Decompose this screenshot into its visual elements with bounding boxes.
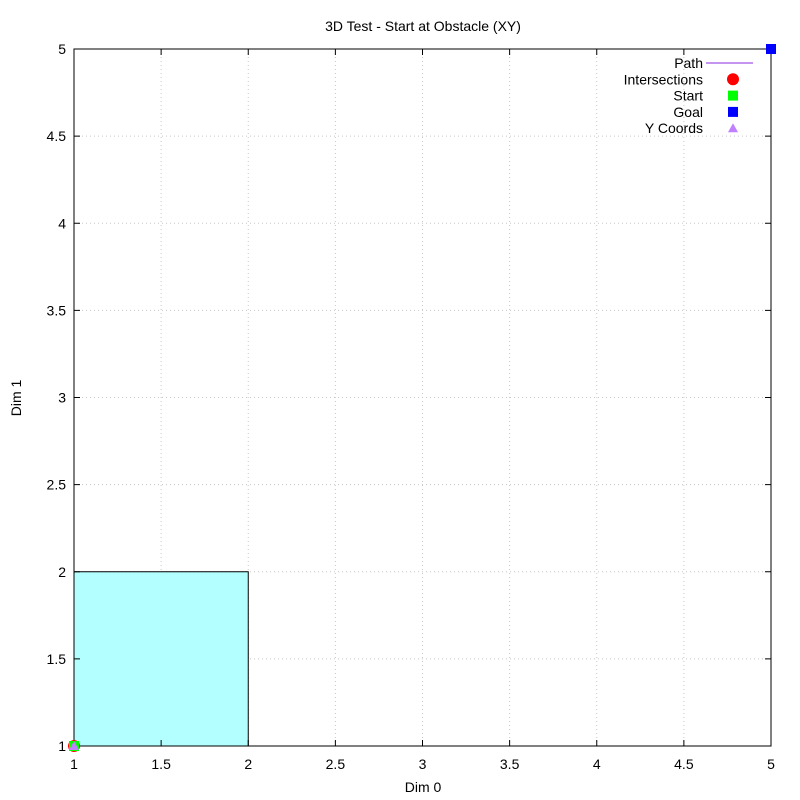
x-tick-label: 2	[244, 756, 252, 772]
legend-marker-start	[728, 90, 738, 101]
y-tick-label: 2	[58, 564, 66, 580]
data-markers	[68, 44, 776, 752]
x-tick-label: 3	[419, 756, 427, 772]
legend-marker-intersections	[727, 73, 739, 86]
legend-label-y-coords: Y Coords	[645, 120, 703, 136]
chart-title: 3D Test - Start at Obstacle (XY)	[325, 18, 521, 34]
legend-label-start: Start	[673, 88, 703, 104]
obstacles	[73, 571, 249, 747]
grid	[74, 49, 771, 746]
x-tick-label: 4	[593, 756, 601, 772]
legend-marker-y-coords	[728, 123, 738, 133]
y-coords-point	[69, 741, 79, 750]
x-tick-label: 4.5	[674, 756, 694, 772]
y-tick-label: 4	[58, 215, 66, 231]
x-tick-label: 3.5	[500, 756, 520, 772]
legend-label-path: Path	[674, 55, 703, 71]
legend-marker-goal	[728, 106, 738, 117]
y-tick-label: 1	[58, 738, 66, 754]
x-axis-label: Dim 0	[405, 779, 442, 795]
y-tick-label: 1.5	[47, 651, 67, 667]
y-tick-label: 4.5	[47, 128, 67, 144]
y-axis-label: Dim 1	[8, 380, 24, 417]
y-tick-label: 3.5	[47, 302, 67, 318]
y-tick-label: 2.5	[47, 477, 67, 493]
y-tick-label: 5	[58, 41, 66, 57]
x-tick-label: 5	[767, 756, 775, 772]
y-tick-label: 3	[58, 390, 66, 406]
x-tick-label: 1.5	[151, 756, 171, 772]
obstacle-rect	[73, 571, 249, 747]
x-tick-label: 2.5	[326, 756, 346, 772]
x-tick-label: 1	[70, 756, 78, 772]
goal-point	[766, 44, 776, 54]
legend-label-intersections: Intersections	[624, 71, 703, 87]
legend-label-goal: Goal	[673, 104, 703, 120]
axis-ticks: 1 1.5 2 2.5 3 3.5 4 4.5 5 1 1.5 2 2.5 3 3.5 4 4.5 5	[47, 41, 776, 772]
